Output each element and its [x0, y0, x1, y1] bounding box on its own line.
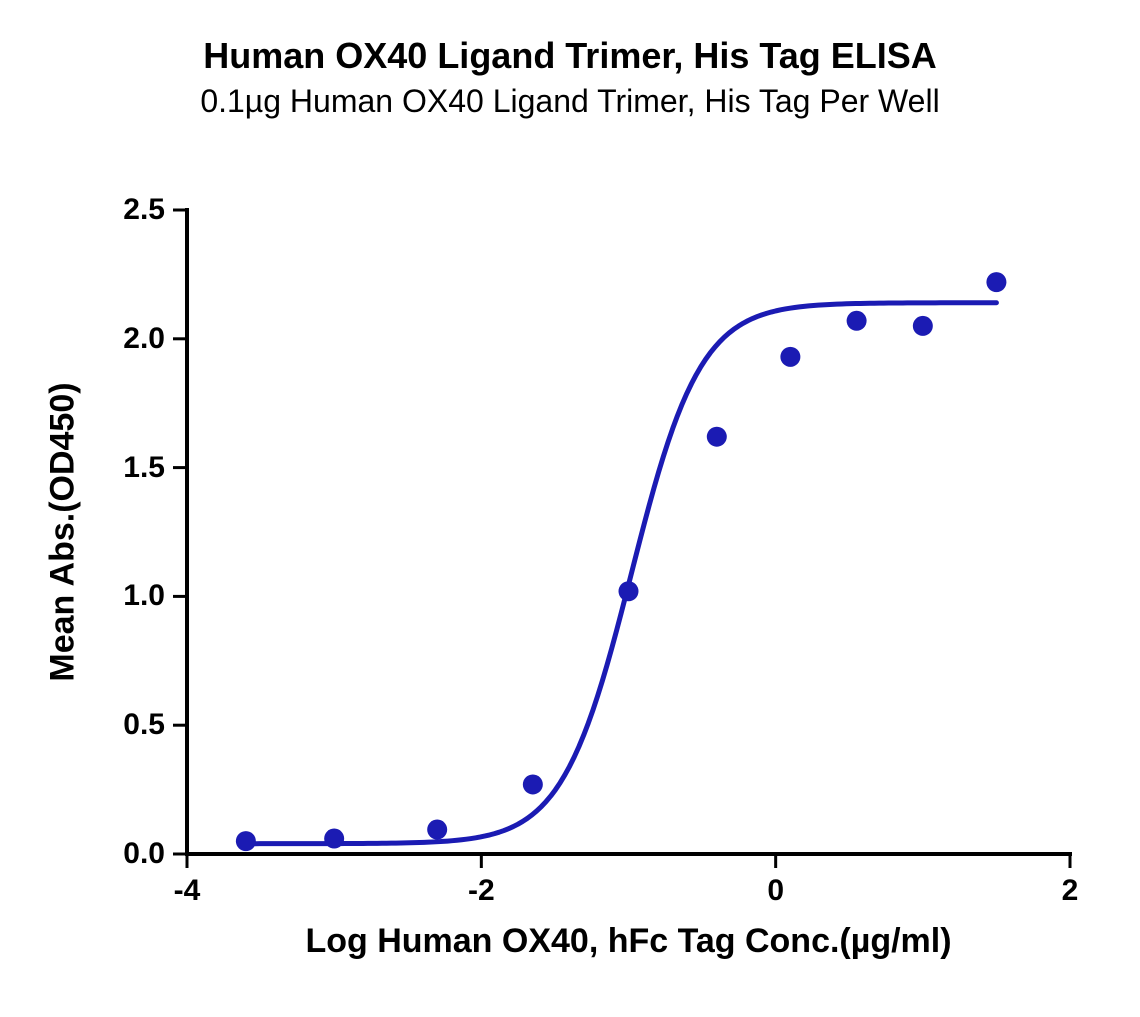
x-tick-label: 2 — [1062, 874, 1079, 908]
y-tick-label: 1.0 — [123, 579, 165, 613]
data-point — [619, 581, 639, 601]
y-tick-label: 0.0 — [123, 837, 165, 871]
y-axis-label: Mean Abs.(OD450) — [44, 382, 83, 681]
fit-curve — [246, 303, 997, 844]
title-block: Human OX40 Ligand Trimer, His Tag ELISA … — [0, 35, 1140, 120]
x-tick-label: -2 — [468, 874, 495, 908]
y-tick-label: 1.5 — [123, 451, 165, 485]
x-axis-label: Log Human OX40, hFc Tag Conc.(µg/ml) — [305, 922, 951, 961]
chart-subtitle: 0.1µg Human OX40 Ligand Trimer, His Tag … — [0, 83, 1140, 120]
data-point — [707, 427, 727, 447]
plot-svg — [187, 210, 1070, 854]
x-tick-label: 0 — [767, 874, 784, 908]
data-point — [913, 316, 933, 336]
data-point — [780, 347, 800, 367]
y-tick-label: 2.5 — [123, 193, 165, 227]
x-tick-label: -4 — [174, 874, 201, 908]
y-tick-label: 0.5 — [123, 708, 165, 742]
chart-container: Human OX40 Ligand Trimer, His Tag ELISA … — [0, 0, 1140, 1017]
y-tick-label: 2.0 — [123, 322, 165, 356]
data-point — [427, 820, 447, 840]
data-point — [847, 311, 867, 331]
data-point — [236, 831, 256, 851]
data-point — [986, 272, 1006, 292]
data-point — [324, 829, 344, 849]
data-point — [523, 774, 543, 794]
plot-area — [187, 210, 1070, 854]
chart-title: Human OX40 Ligand Trimer, His Tag ELISA — [0, 35, 1140, 77]
